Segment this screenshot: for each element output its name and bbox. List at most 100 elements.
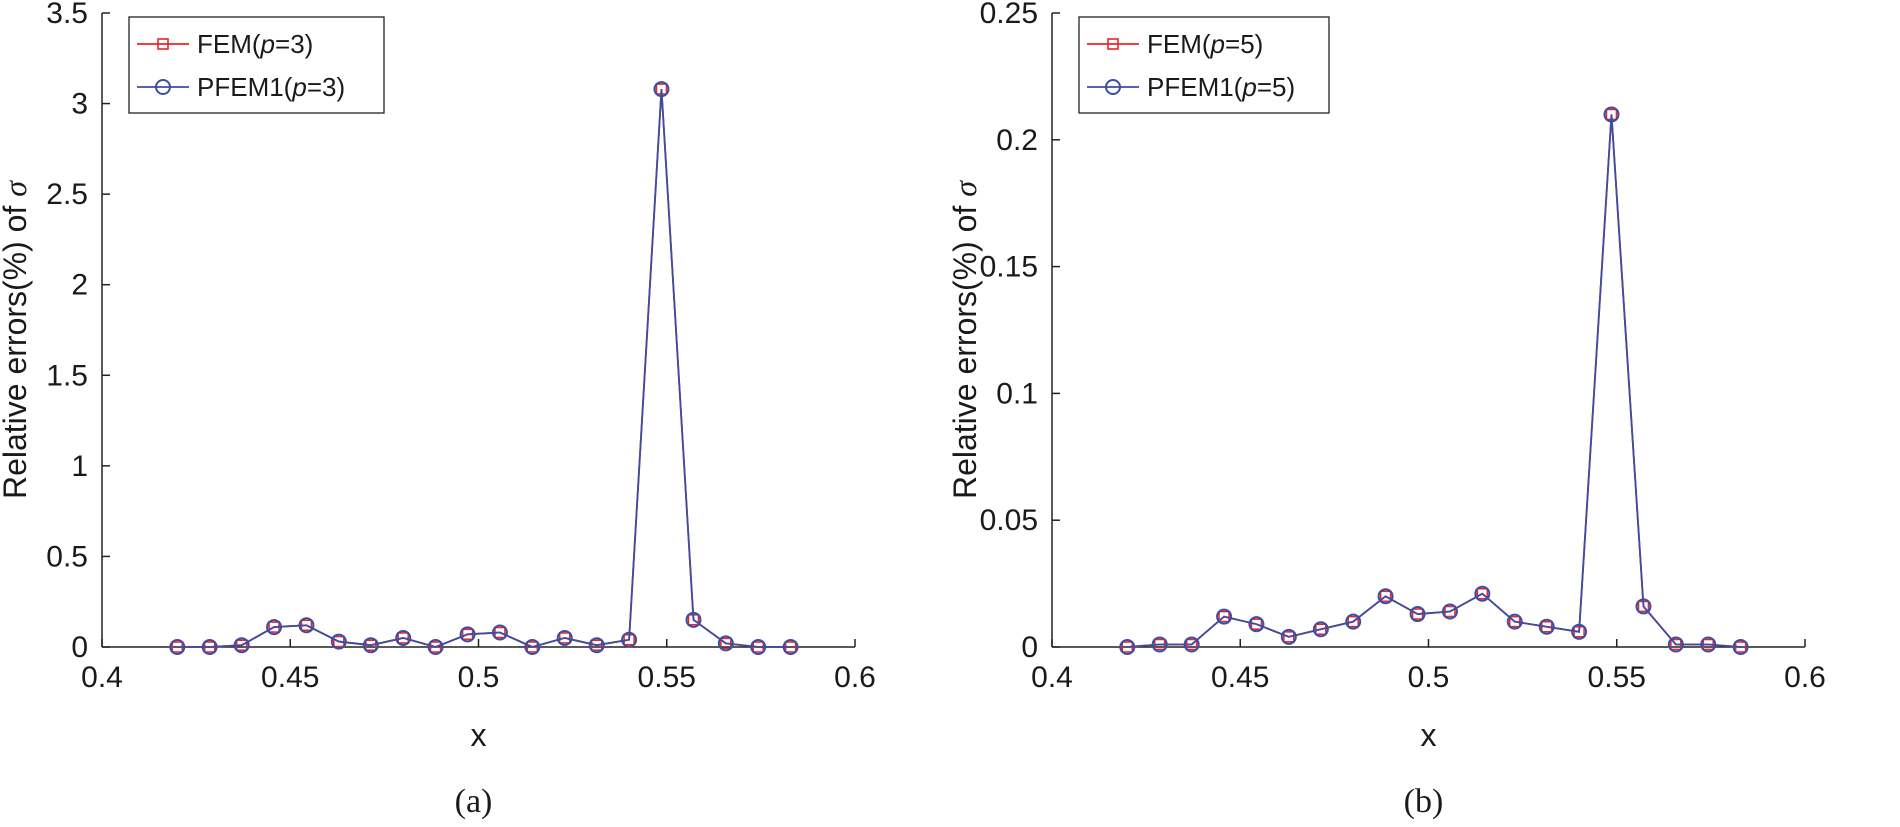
legend-label-italic: p <box>1241 72 1256 102</box>
panel-caption: (b) <box>1404 783 1444 820</box>
series-line-circle <box>177 89 791 648</box>
legend-label-part: PFEM1( <box>1147 72 1243 102</box>
x-tick-label: 0.55 <box>638 661 696 694</box>
legend-label-part: PFEM1( <box>197 72 293 102</box>
y-tick-label: 0.05 <box>980 504 1038 537</box>
data-point-circle <box>1506 613 1523 630</box>
legend-label: FEM(p=5) <box>1147 29 1263 59</box>
legend-marker-square <box>157 38 169 50</box>
legend-label-part: =3) <box>275 29 313 59</box>
y-axis-label: Relative errors(%) of σ <box>950 180 983 499</box>
data-point-circle <box>1119 639 1136 655</box>
x-tick-label: 0.45 <box>261 661 319 694</box>
legend-marker-circle <box>1105 79 1121 95</box>
y-tick-label: 0 <box>1021 631 1038 664</box>
data-point-circle <box>653 81 670 98</box>
y-tick-label: 3 <box>71 88 88 121</box>
data-point-circle <box>1183 636 1200 653</box>
y-tick-label: 0.1 <box>996 377 1038 410</box>
legend-label-italic: p <box>291 72 306 102</box>
data-point-circle <box>750 639 767 655</box>
y-tick-label: 1.5 <box>46 359 88 392</box>
x-tick-label: 0.6 <box>1784 661 1826 694</box>
data-point-circle <box>588 637 605 654</box>
y-axis-label-symbol: σ <box>0 180 33 197</box>
data-point-circle <box>717 635 734 652</box>
data-point-circle <box>1732 639 1749 655</box>
data-point-circle <box>201 639 218 655</box>
data-point-square <box>558 632 571 644</box>
y-tick-label: 1 <box>71 450 88 483</box>
chart-panel-b: 0.4 0.45 0.5 0.55 0.6 0 0.05 0.1 0.15 0.2 0.25 x Rel… <box>950 0 1900 827</box>
legend-box <box>128 16 385 114</box>
data-point-circle <box>1538 618 1555 635</box>
data-point-square <box>1250 618 1263 630</box>
legend-label: PFEM1(p=5) <box>1147 72 1295 102</box>
data-point-circle <box>427 639 444 655</box>
data-point-circle <box>1377 588 1394 605</box>
legend-label-part: FEM( <box>1147 29 1211 59</box>
legend-marker-circle <box>155 79 171 95</box>
y-tick-label: 0 <box>71 631 88 664</box>
data-point-circle <box>524 639 541 655</box>
chart-panel-a: 0.4 0.45 0.5 0.55 0.6 0 0.5 1 1.5 2 2.5 3 3.5 x Relati… <box>0 0 876 820</box>
data-point-square <box>429 641 442 653</box>
data-point-circle <box>1700 636 1717 653</box>
chart-b-svg: 0.4 0.45 0.5 0.55 0.6 0 0.05 0.1 0.15 0.2 0.25 x Rel… <box>950 0 1826 820</box>
data-point-circle <box>556 629 573 646</box>
y-tick-label: 2 <box>71 269 88 302</box>
y-axis-label: Relative errors(%) of σ <box>0 180 33 499</box>
chart-a-svg: 0.4 0.45 0.5 0.55 0.6 0 0.5 1 1.5 2 2.5 3 3.5 x Relati… <box>0 0 876 820</box>
legend-label-italic: p <box>260 29 275 59</box>
x-tick-label: 0.4 <box>81 661 123 694</box>
data-point-square <box>1315 623 1327 636</box>
data-point-circle <box>1667 636 1684 653</box>
legend-label-part: FEM( <box>197 29 261 59</box>
data-point-square <box>1347 615 1360 628</box>
x-axis-label: x <box>1421 717 1437 753</box>
y-tick-label: 0.5 <box>46 540 88 573</box>
data-point-square <box>1379 590 1392 603</box>
data-point-circle <box>1603 106 1620 123</box>
data-point-circle <box>1216 608 1233 625</box>
data-point-circle <box>1409 606 1426 623</box>
data-point-circle <box>1635 598 1652 615</box>
y-tick-label: 0.25 <box>980 0 1038 30</box>
series-line-square <box>1127 114 1741 648</box>
legend-label-part: =3) <box>307 72 345 102</box>
data-point-square <box>1218 610 1230 623</box>
x-tick-label: 0.4 <box>1031 661 1073 694</box>
data-point-square <box>1476 587 1489 600</box>
x-tick-label: 0.5 <box>1408 661 1450 694</box>
data-point-circle <box>685 611 702 628</box>
data-point-circle <box>266 619 283 636</box>
data-point-circle <box>233 637 250 654</box>
data-point-circle <box>621 631 638 648</box>
data-point-circle <box>1474 585 1491 602</box>
data-point-square <box>1283 631 1295 643</box>
data-point-circle <box>362 637 379 654</box>
legend-label-part: =5) <box>1225 29 1263 59</box>
data-point-circle <box>459 626 476 643</box>
y-tick-label: 2.5 <box>46 178 88 211</box>
legend-label-part: =5) <box>1257 72 1295 102</box>
legend: FEM(p=3)PFEM1(p=3) <box>128 16 385 114</box>
data-point-circle <box>1312 621 1329 638</box>
panel-caption: (a) <box>455 783 493 820</box>
data-point-circle <box>491 624 508 641</box>
x-tick-label: 0.55 <box>1588 661 1646 694</box>
data-point-circle <box>330 633 347 650</box>
legend: FEM(p=5)PFEM1(p=5) <box>1078 16 1330 114</box>
series-line-square <box>177 89 791 648</box>
data-point-circle <box>298 617 315 634</box>
legend-label: PFEM1(p=3) <box>197 72 345 102</box>
legend-box <box>1078 16 1330 114</box>
data-point-circle <box>1571 623 1588 640</box>
series-line-circle <box>1127 114 1741 648</box>
x-axis-label: x <box>471 717 487 753</box>
y-axis-label-symbol: σ <box>950 180 983 197</box>
data-point-circle <box>1248 616 1265 633</box>
data-point-circle <box>782 639 799 655</box>
y-tick-label: 0.15 <box>980 251 1038 284</box>
legend-marker-square <box>1107 38 1119 50</box>
